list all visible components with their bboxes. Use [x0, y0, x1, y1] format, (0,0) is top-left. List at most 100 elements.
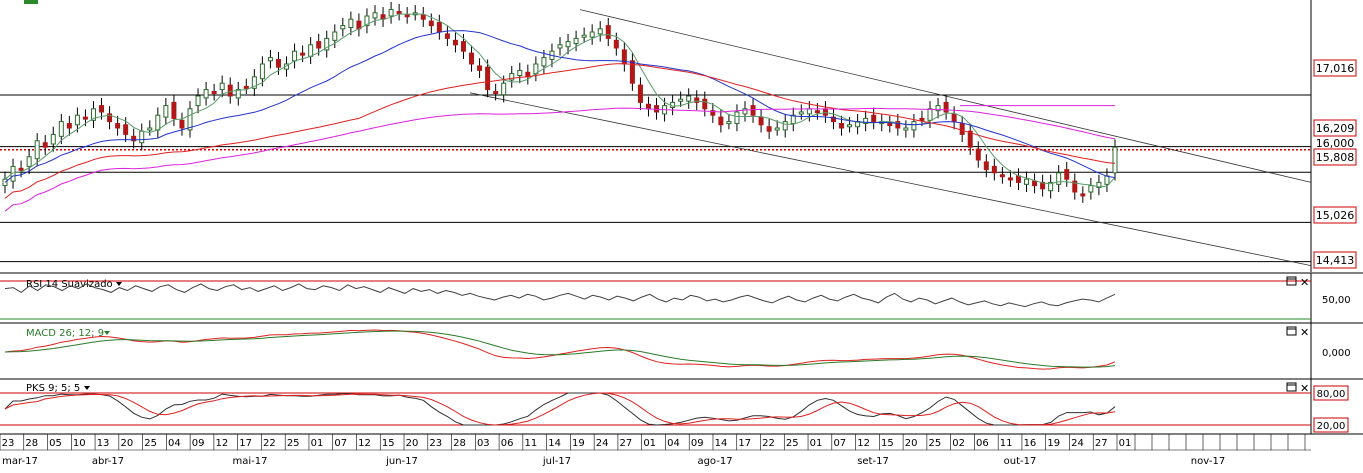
month-label: mai-17 — [233, 456, 268, 467]
moving-average-green — [4, 13, 1116, 188]
day-tick-label: 12 — [857, 438, 870, 449]
candle-body — [251, 76, 257, 89]
candle-body — [654, 105, 660, 113]
candle-body — [790, 114, 796, 125]
candle-body — [163, 105, 169, 118]
candle-body — [348, 18, 354, 29]
macd-menu-arrow[interactable] — [104, 331, 110, 335]
price-label-text: 17,016 — [1316, 62, 1355, 75]
candle-body — [613, 39, 619, 49]
candle-body — [935, 105, 941, 112]
macd-maximize-icon[interactable] — [1286, 326, 1297, 336]
candle-body — [82, 116, 88, 120]
candle-body — [710, 110, 716, 116]
candle-body — [292, 50, 298, 62]
price-label-text: 15,026 — [1316, 209, 1355, 222]
candle-body — [58, 121, 64, 137]
candle-body — [267, 57, 273, 62]
candle-body — [477, 65, 483, 71]
month-label: out-17 — [1004, 456, 1037, 467]
channel-lower-trendline — [469, 92, 1312, 266]
candle-body — [332, 31, 338, 41]
month-label: jul-17 — [542, 456, 571, 467]
rsi-close-icon[interactable]: ✕ — [1300, 276, 1309, 289]
macd-label: MACD 26; 12; 9 — [26, 328, 104, 339]
day-tick-label: 15 — [881, 438, 894, 449]
rsi-maximize-icon[interactable] — [1286, 276, 1297, 286]
candle-body — [372, 12, 378, 19]
candle-body — [131, 135, 137, 142]
day-tick-label: 10 — [73, 438, 86, 449]
pks-menu-arrow[interactable] — [84, 386, 90, 390]
day-tick-label: 23 — [2, 438, 15, 449]
day-tick-label: 14 — [548, 438, 561, 449]
candle-body — [444, 33, 450, 39]
day-tick-label: 16 — [1024, 438, 1037, 449]
window-corner-icon — [24, 0, 38, 4]
candle-body — [324, 37, 330, 51]
candle-body — [115, 123, 121, 129]
candle-body — [1080, 193, 1086, 197]
pks-maximize-icon[interactable] — [1286, 382, 1297, 392]
day-tick-label: 01 — [643, 438, 656, 449]
candle-body — [830, 116, 836, 123]
macd-close-icon[interactable]: ✕ — [1300, 326, 1309, 339]
candle-body — [822, 108, 828, 116]
day-tick-label: 20 — [406, 438, 419, 449]
month-label: abr-17 — [92, 456, 124, 467]
candle-body — [187, 108, 193, 131]
candle-body — [139, 130, 145, 144]
day-tick-label: 11 — [524, 438, 537, 449]
candle-body — [887, 123, 893, 127]
pks-panel: PKS 9; 5; 5 80,00 20,00 ✕ — [0, 382, 1349, 433]
candle-body — [428, 20, 434, 27]
day-tick-label: 17 — [738, 438, 751, 449]
price-label-15026: 15,026 — [1313, 206, 1357, 224]
pks-close-icon[interactable]: ✕ — [1300, 382, 1309, 395]
candle-body — [1096, 181, 1102, 189]
candle-body — [219, 82, 225, 91]
candle-body — [871, 114, 877, 123]
price-label-text: 14,413 — [1316, 254, 1355, 267]
candle-body — [155, 114, 161, 131]
day-tick-label: 20 — [120, 438, 133, 449]
candle-body — [1104, 175, 1110, 185]
candle-body — [90, 108, 96, 121]
day-tick-label: 27 — [1095, 438, 1108, 449]
day-tick-label: 17 — [239, 438, 252, 449]
candle-body — [1112, 146, 1118, 174]
candle-body — [501, 82, 507, 96]
month-label: set-17 — [857, 456, 889, 467]
candle-body — [766, 126, 772, 132]
day-tick-label: 15 — [382, 438, 395, 449]
candle-body — [895, 121, 901, 129]
candle-body — [420, 14, 426, 20]
candle-body — [50, 133, 56, 145]
candle-body — [1024, 178, 1030, 185]
candle-body — [1056, 172, 1062, 185]
candle-body — [388, 9, 394, 17]
day-tick-label: 25 — [287, 438, 300, 449]
candle-body — [460, 41, 466, 52]
moving-average-magenta — [4, 107, 1116, 212]
rsi-menu-arrow[interactable] — [116, 282, 122, 286]
candle-body — [597, 28, 603, 35]
candle-body — [573, 37, 579, 45]
candle-body — [557, 44, 563, 49]
candle-body — [203, 89, 209, 99]
day-tick-label: 01 — [810, 438, 823, 449]
candle-body — [629, 60, 635, 84]
pks-axis-label-20: 20,00 — [1313, 417, 1349, 433]
candle-body — [493, 91, 499, 95]
candle-body — [404, 14, 410, 18]
candle-body — [235, 89, 241, 99]
price-label-16209: 16,209 — [1313, 119, 1357, 137]
macd-signal-line — [4, 330, 1116, 368]
day-tick-label: 25 — [929, 438, 942, 449]
candle-body — [678, 98, 684, 102]
candle-body — [509, 73, 515, 81]
pks-k-line — [4, 392, 1116, 426]
candle-body — [275, 59, 281, 68]
